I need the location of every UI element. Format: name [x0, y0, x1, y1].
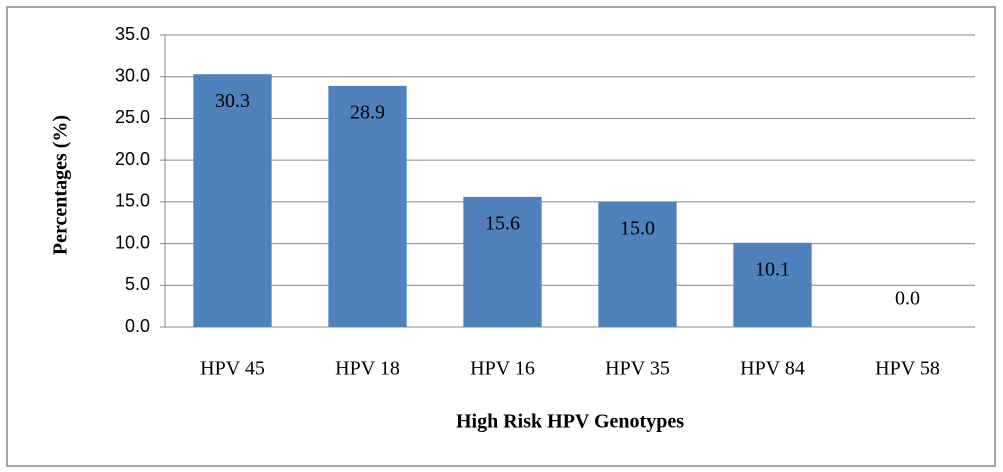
data-label: 15.6: [485, 212, 520, 234]
y-tick-label: 5.0: [125, 274, 150, 294]
data-label: 10.1: [755, 258, 790, 280]
y-tick-label: 30.0: [115, 65, 150, 85]
data-label: 15.0: [620, 217, 655, 239]
x-tick-label: HPV 84: [740, 358, 805, 380]
x-tick-label: HPV 58: [875, 358, 940, 380]
data-label: 0.0: [895, 288, 920, 310]
y-axis-title: Percentages (%): [50, 115, 72, 255]
data-label: 30.3: [215, 90, 250, 112]
x-tick-label: HPV 45: [200, 358, 265, 380]
bar: [328, 85, 407, 328]
data-label: 28.9: [350, 101, 385, 123]
x-tick-label: HPV 16: [470, 358, 535, 380]
x-tick-label: HPV 35: [605, 358, 670, 380]
y-tick-label: 15.0: [115, 191, 150, 211]
y-tick-label: 20.0: [115, 149, 150, 169]
bar: [733, 242, 812, 327]
y-tick-label: 35.0: [115, 24, 150, 44]
x-axis-title: High Risk HPV Genotypes: [456, 411, 684, 433]
x-tick-label: HPV 18: [335, 358, 400, 380]
y-tick-label: 25.0: [115, 107, 150, 127]
bar: [463, 196, 542, 327]
bar: [598, 201, 677, 327]
bar: [193, 74, 272, 327]
y-tick-label: 0.0: [125, 316, 150, 336]
y-tick-label: 10.0: [115, 232, 150, 252]
